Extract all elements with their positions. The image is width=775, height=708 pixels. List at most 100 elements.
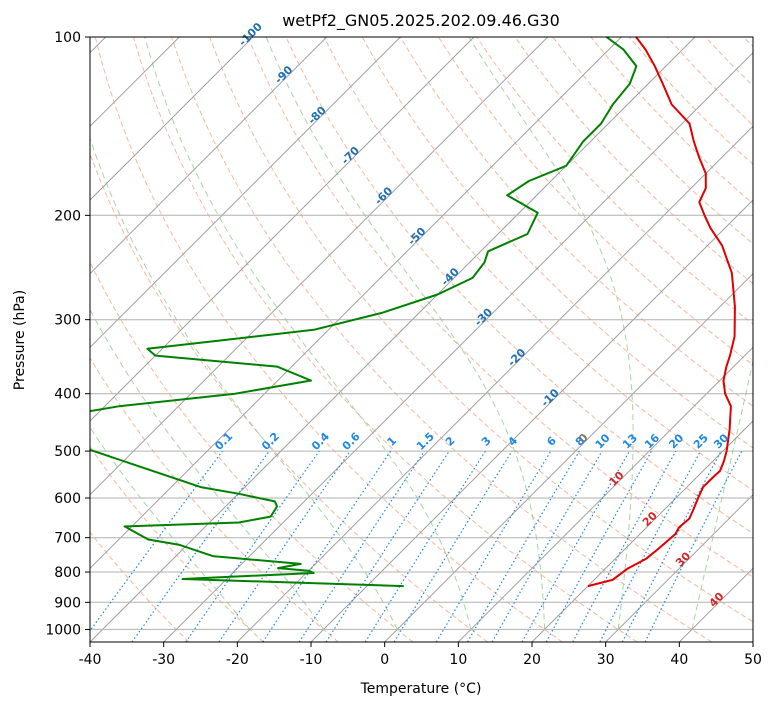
plot-frame xyxy=(89,36,754,643)
mixing-ratio-label: 0.1 xyxy=(212,430,235,453)
isotherm xyxy=(90,37,622,570)
mixing-ratio-label: 2 xyxy=(443,434,458,449)
x-tick-label: 10 xyxy=(449,652,467,668)
y-tick-label: 200 xyxy=(54,208,81,224)
y-tick-label: 900 xyxy=(54,595,81,611)
dry-adiabat xyxy=(209,37,753,623)
isotherm xyxy=(605,493,753,642)
mixing-ratio-label: 3 xyxy=(479,434,494,449)
moist-adiabat xyxy=(265,37,546,630)
x-tick-label: -20 xyxy=(226,652,249,668)
isotherm xyxy=(678,567,753,642)
x-tick-label: 50 xyxy=(744,652,762,668)
mixing-ratio-label: 13 xyxy=(620,431,640,451)
dry-adiabat-label: -20 xyxy=(505,346,528,369)
moist-adiabat xyxy=(468,37,634,630)
dry-adiabat xyxy=(171,37,712,642)
isotherm xyxy=(457,346,753,642)
dry-adiabat xyxy=(94,37,563,642)
moist-adiabat xyxy=(144,37,472,630)
background-lines xyxy=(90,37,753,642)
mixing-ratio-line xyxy=(435,450,552,642)
dry-adiabat xyxy=(323,37,753,491)
isotherm xyxy=(90,37,328,275)
dry-adiabat-label: -60 xyxy=(372,184,395,207)
x-tick-label: -10 xyxy=(300,652,323,668)
dry-adiabat xyxy=(90,260,414,642)
mixing-ratio-line xyxy=(545,450,653,642)
mixing-ratio-line xyxy=(393,450,513,642)
y-tick-label: 1000 xyxy=(45,622,81,638)
moist-adiabat xyxy=(691,358,753,630)
dry-adiabat xyxy=(132,37,638,642)
y-tick-label: 700 xyxy=(54,531,81,547)
mixing-ratio-line xyxy=(90,450,223,632)
dry-adiabat xyxy=(514,37,753,285)
isotherm xyxy=(310,199,753,642)
dry-adiabat xyxy=(90,446,264,642)
dry-adiabat xyxy=(437,37,753,366)
y-tick-label: 500 xyxy=(54,444,81,460)
dry-adiabat-label: 30 xyxy=(673,549,693,569)
dry-adiabat xyxy=(399,37,753,407)
dry-adiabat-label: -50 xyxy=(405,225,428,248)
mixing-ratio-label: 16 xyxy=(642,431,662,451)
mixing-ratio-line xyxy=(572,450,677,642)
x-tick-label: 40 xyxy=(670,652,688,668)
dry-adiabat xyxy=(743,37,753,48)
mixing-ratio-label: 10 xyxy=(593,431,613,451)
mixing-ratio-label: 0.4 xyxy=(309,430,332,453)
x-tick-label: -40 xyxy=(79,652,102,668)
x-tick-label: 20 xyxy=(523,652,541,668)
mixing-ratio-line xyxy=(621,450,722,642)
isotherm xyxy=(163,51,753,642)
mixing-ratio-line xyxy=(644,450,743,642)
x-tick-label: -30 xyxy=(152,652,175,668)
isotherm xyxy=(531,420,753,642)
dry-adiabat xyxy=(704,37,753,87)
dry-adiabat xyxy=(90,531,190,642)
dry-adiabat-label: 10 xyxy=(607,468,627,488)
isotherm xyxy=(90,37,549,496)
y-tick-label: 300 xyxy=(54,313,81,329)
y-tick-label: 800 xyxy=(54,565,81,581)
line-labels: 0.1 0.2 0.4 0.6 1 1.5 2 3 4 6 8 10 13 16 20 25 30-100-90… xyxy=(212,20,731,610)
axis-ticks: -40 -30 -20 -10 0 10 20 30 40 50 100 200 300 400 500 60… xyxy=(45,30,762,668)
isotherm xyxy=(90,37,254,201)
mixing-ratio-line xyxy=(218,450,351,642)
dry-adiabat-label: 20 xyxy=(640,509,660,529)
series-layer xyxy=(90,37,736,588)
moist-adiabat xyxy=(90,136,398,630)
mixing-ratio-line xyxy=(521,450,631,642)
moist-adiabat xyxy=(90,426,251,630)
mixing-ratio-label: 4 xyxy=(506,434,521,449)
mixing-ratio-label: 0.6 xyxy=(340,430,363,453)
x-tick-label: 30 xyxy=(597,652,615,668)
y-axis-label: Pressure (hPa) xyxy=(12,290,28,390)
dry-adiabat-label: -10 xyxy=(539,386,562,409)
dry-adiabat xyxy=(90,356,339,642)
moist-adiabat xyxy=(90,308,324,630)
isotherm xyxy=(236,125,753,642)
mixing-ratio-label: 1 xyxy=(385,434,400,449)
y-tick-label: 100 xyxy=(54,30,81,46)
dry-adiabat-label: -70 xyxy=(339,144,362,167)
mixing-ratio-line xyxy=(131,450,270,642)
dry-adiabat xyxy=(247,37,753,578)
dry-adiabat-label: 40 xyxy=(707,590,727,610)
mixing-ratio-label: 0.2 xyxy=(259,430,282,453)
isotherm xyxy=(90,37,475,422)
dewpoint-profile xyxy=(90,37,638,588)
mixing-ratio-line xyxy=(325,450,450,642)
x-tick-label: 0 xyxy=(380,652,389,668)
mixing-ratio-label: 20 xyxy=(666,431,686,451)
dry-adiabat xyxy=(361,37,753,449)
dry-adiabat xyxy=(90,152,488,642)
dry-adiabat-label: -90 xyxy=(272,63,295,86)
dry-adiabat-label: -100 xyxy=(236,20,265,49)
mixing-ratio-line xyxy=(185,450,320,642)
isotherm xyxy=(752,641,753,642)
dry-adiabat xyxy=(285,37,753,535)
y-tick-label: 600 xyxy=(54,491,81,507)
y-tick-label: 400 xyxy=(54,387,81,403)
